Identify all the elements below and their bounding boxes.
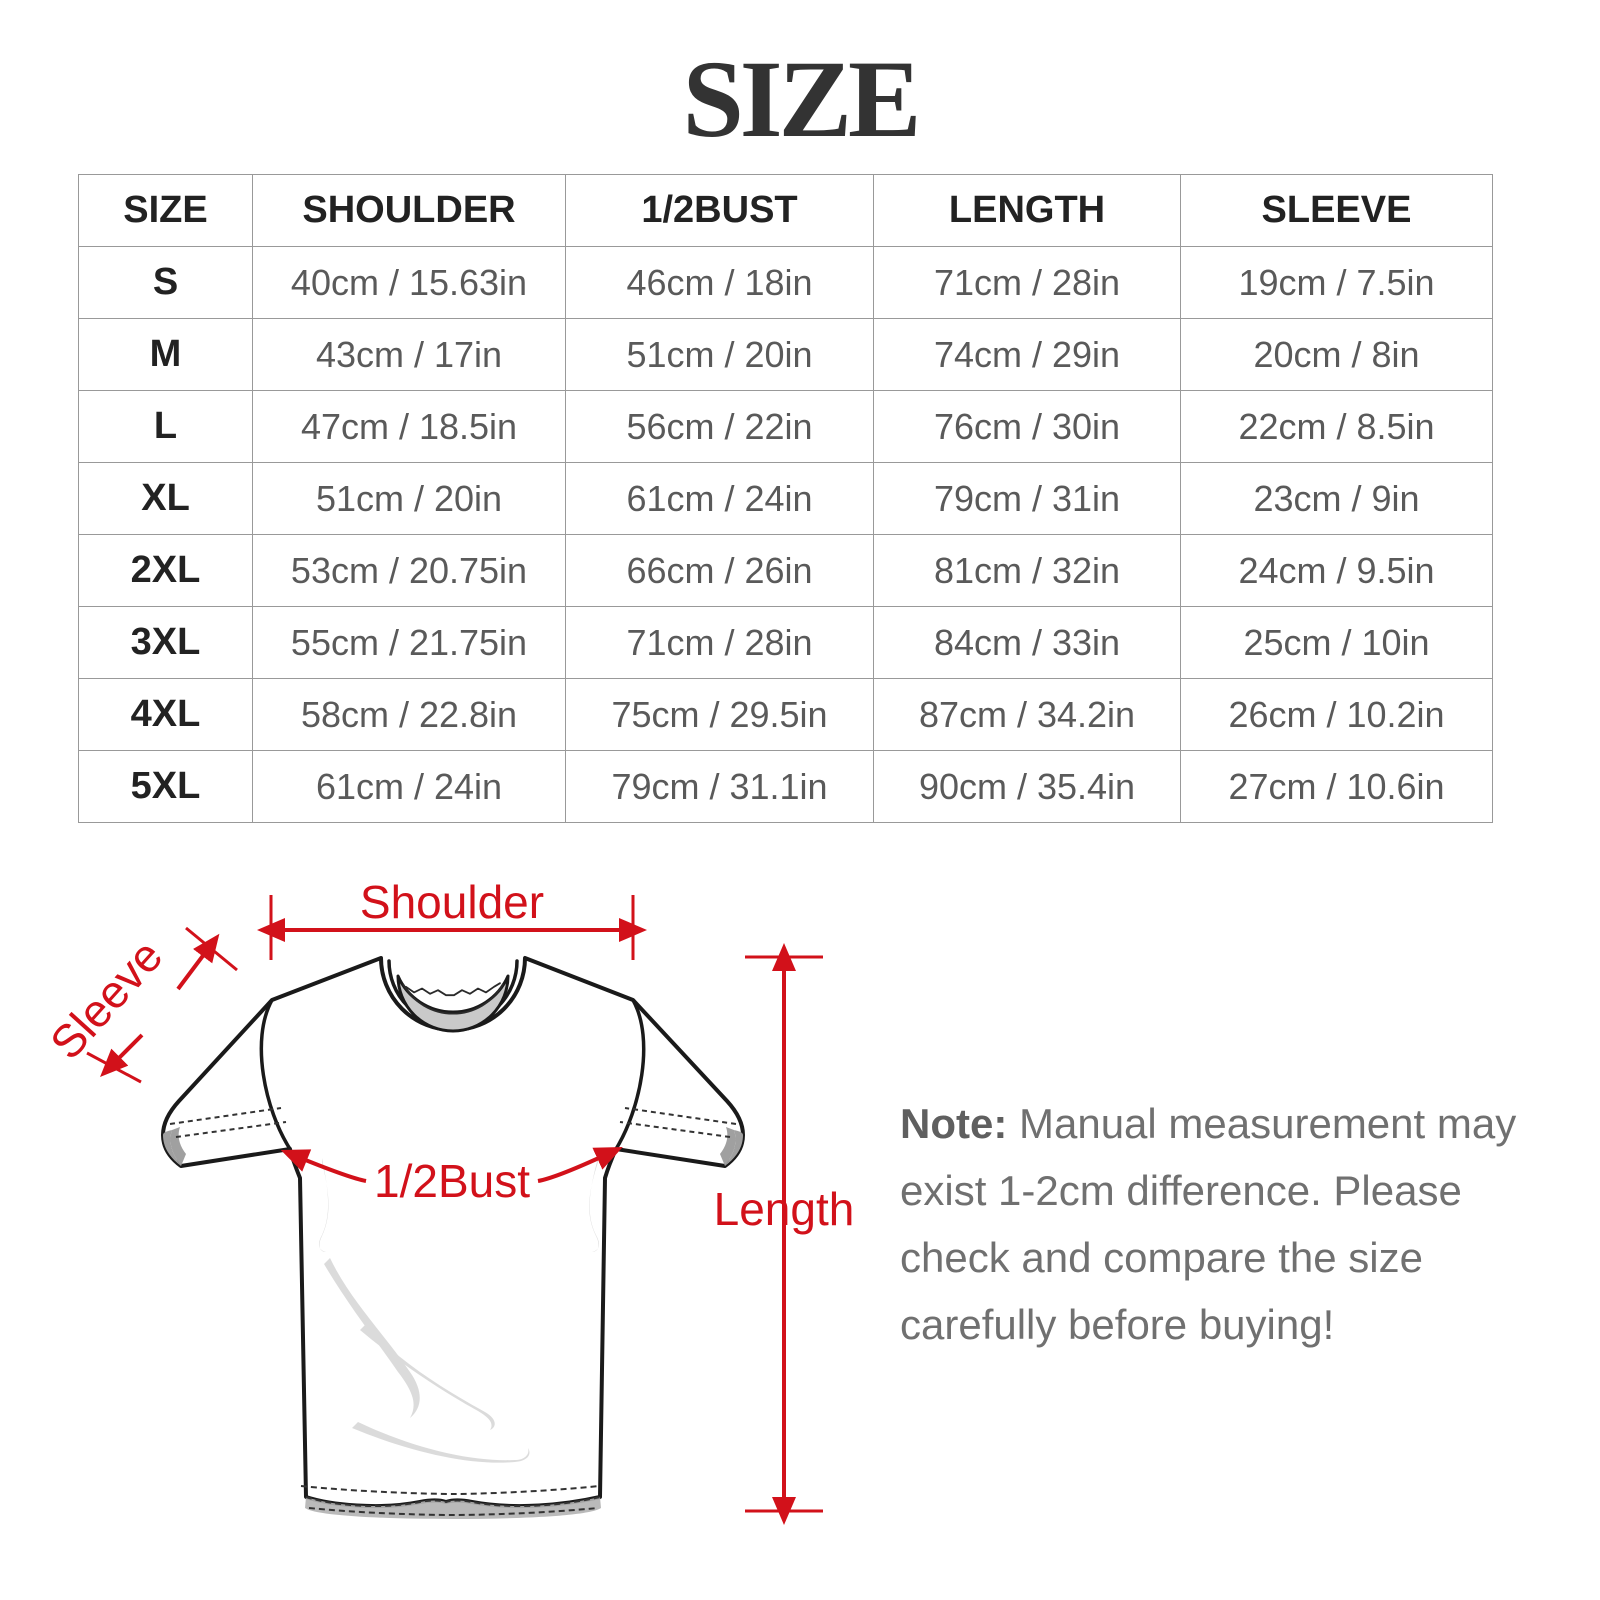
svg-text:Length: Length [714,1183,855,1235]
svg-text:Shoulder: Shoulder [360,876,544,928]
svg-text:1/2Bust: 1/2Bust [374,1155,530,1207]
svg-text:Sleeve: Sleeve [40,930,173,1069]
